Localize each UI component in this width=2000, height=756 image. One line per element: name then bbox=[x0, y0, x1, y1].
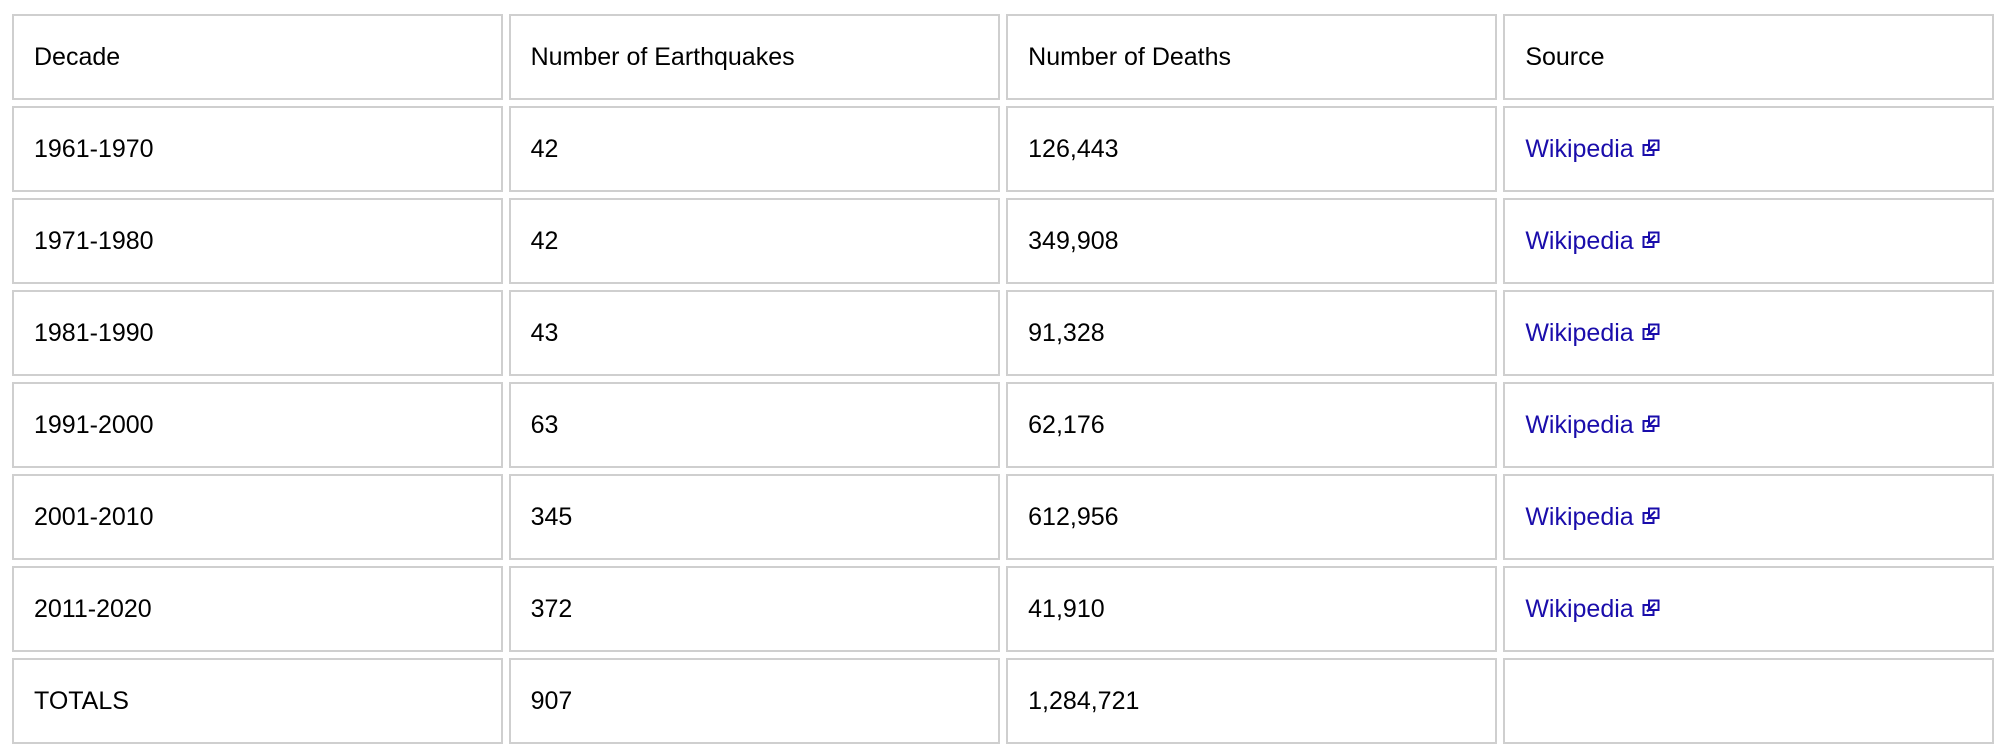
source-cell: Wikipedia bbox=[1503, 290, 1994, 376]
deaths-cell: 349,908 bbox=[1006, 198, 1498, 284]
table-row: 2011-2020 372 41,910 Wikipedia bbox=[12, 566, 1994, 652]
decade-cell: 1971-1980 bbox=[12, 198, 503, 284]
external-link-icon bbox=[1642, 599, 1660, 616]
external-link-icon bbox=[1642, 139, 1660, 156]
totals-source-cell bbox=[1503, 658, 1994, 744]
wikipedia-link-label: Wikipedia bbox=[1525, 410, 1634, 439]
table-header-row: Decade Number of Earthquakes Number of D… bbox=[12, 14, 1994, 100]
earthquakes-cell: 42 bbox=[508, 106, 1001, 192]
wikipedia-link[interactable]: Wikipedia bbox=[1525, 410, 1660, 439]
total-deaths: 1,284,721 bbox=[1006, 658, 1498, 744]
table-row: 1971-1980 42 349,908 Wikipedia bbox=[12, 198, 1994, 284]
totals-label: TOTALS bbox=[12, 658, 503, 744]
wikipedia-link-label: Wikipedia bbox=[1525, 226, 1634, 255]
wikipedia-link-label: Wikipedia bbox=[1525, 318, 1634, 347]
earthquakes-cell: 42 bbox=[508, 198, 1001, 284]
source-cell: Wikipedia bbox=[1503, 106, 1994, 192]
source-cell: Wikipedia bbox=[1503, 566, 1994, 652]
wikipedia-link-label: Wikipedia bbox=[1525, 502, 1634, 531]
header-number-of-deaths: Number of Deaths bbox=[1006, 14, 1498, 100]
earthquakes-cell: 372 bbox=[508, 566, 1001, 652]
source-cell: Wikipedia bbox=[1503, 474, 1994, 560]
external-link-icon bbox=[1642, 507, 1660, 524]
decade-cell: 1991-2000 bbox=[12, 382, 503, 468]
header-source: Source bbox=[1503, 14, 1994, 100]
wikipedia-link[interactable]: Wikipedia bbox=[1525, 318, 1660, 347]
table-row: 1991-2000 63 62,176 Wikipedia bbox=[12, 382, 1994, 468]
decade-cell: 2001-2010 bbox=[12, 474, 503, 560]
deaths-cell: 612,956 bbox=[1006, 474, 1498, 560]
deaths-cell: 41,910 bbox=[1006, 566, 1498, 652]
total-earthquakes: 907 bbox=[508, 658, 1001, 744]
source-cell: Wikipedia bbox=[1503, 382, 1994, 468]
totals-row: TOTALS 907 1,284,721 bbox=[12, 658, 1994, 744]
earthquakes-cell: 43 bbox=[508, 290, 1001, 376]
wikipedia-link[interactable]: Wikipedia bbox=[1525, 226, 1660, 255]
wikipedia-link[interactable]: Wikipedia bbox=[1525, 594, 1660, 623]
header-number-of-earthquakes: Number of Earthquakes bbox=[508, 14, 1001, 100]
wikipedia-link-label: Wikipedia bbox=[1525, 594, 1634, 623]
table-row: 2001-2010 345 612,956 Wikipedia bbox=[12, 474, 1994, 560]
wikipedia-link[interactable]: Wikipedia bbox=[1525, 502, 1660, 531]
earthquakes-cell: 63 bbox=[508, 382, 1001, 468]
table-row: 1981-1990 43 91,328 Wikipedia bbox=[12, 290, 1994, 376]
decade-cell: 1961-1970 bbox=[12, 106, 503, 192]
decade-cell: 2011-2020 bbox=[12, 566, 503, 652]
wikipedia-link-label: Wikipedia bbox=[1525, 134, 1634, 163]
earthquakes-cell: 345 bbox=[508, 474, 1001, 560]
wikipedia-link[interactable]: Wikipedia bbox=[1525, 134, 1660, 163]
deaths-cell: 91,328 bbox=[1006, 290, 1498, 376]
earthquake-table: Decade Number of Earthquakes Number of D… bbox=[6, 8, 2000, 750]
external-link-icon bbox=[1642, 231, 1660, 248]
deaths-cell: 62,176 bbox=[1006, 382, 1498, 468]
header-decade: Decade bbox=[12, 14, 503, 100]
external-link-icon bbox=[1642, 415, 1660, 432]
external-link-icon bbox=[1642, 323, 1660, 340]
earthquake-table-container: Decade Number of Earthquakes Number of D… bbox=[8, 10, 2000, 750]
deaths-cell: 126,443 bbox=[1006, 106, 1498, 192]
source-cell: Wikipedia bbox=[1503, 198, 1994, 284]
decade-cell: 1981-1990 bbox=[12, 290, 503, 376]
table-row: 1961-1970 42 126,443 Wikipedia bbox=[12, 106, 1994, 192]
